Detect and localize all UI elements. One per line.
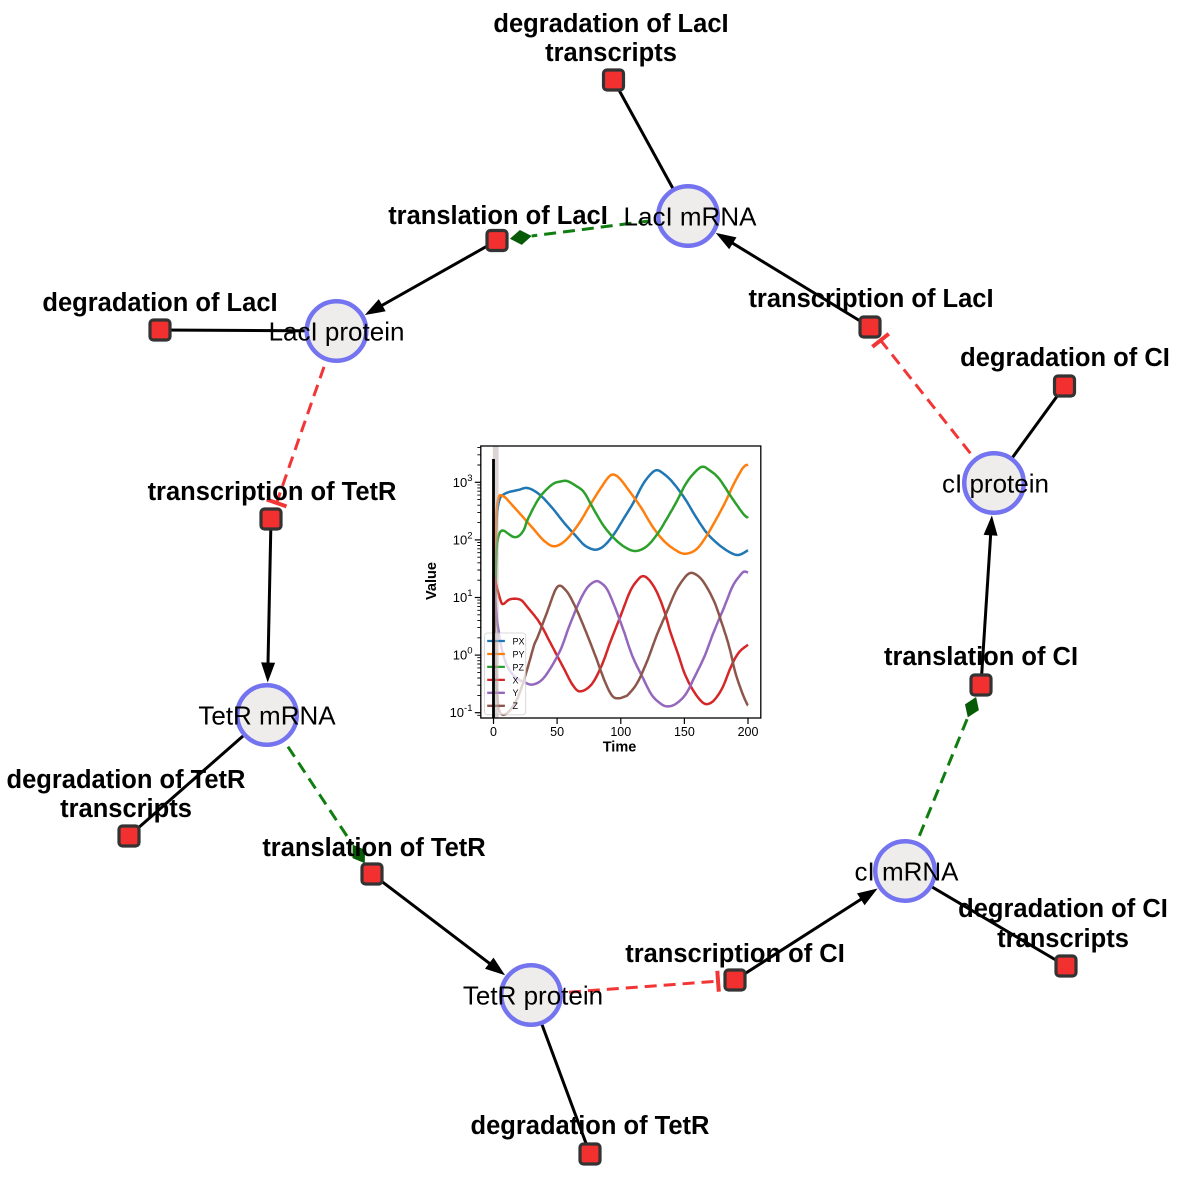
svg-text:Time: Time [603, 740, 637, 756]
svg-text:103: 103 [453, 473, 473, 490]
svg-text:200: 200 [738, 725, 759, 739]
svg-text:101: 101 [453, 588, 473, 605]
svg-text:transcripts: transcripts [997, 925, 1129, 953]
svg-text:transcription of CI: transcription of CI [625, 940, 845, 968]
svg-text:150: 150 [674, 725, 695, 739]
svg-text:PX: PX [513, 636, 525, 646]
svg-text:100: 100 [610, 725, 631, 739]
svg-text:degradation of CI: degradation of CI [958, 895, 1168, 923]
svg-text:transcription of LacI: transcription of LacI [748, 285, 993, 313]
svg-text:translation of TetR: translation of TetR [262, 834, 485, 862]
svg-text:100: 100 [453, 646, 473, 663]
svg-text:LacI protein: LacI protein [269, 317, 405, 347]
svg-text:Y: Y [513, 688, 519, 698]
svg-text:50: 50 [550, 725, 564, 739]
svg-text:degradation of LacI: degradation of LacI [42, 289, 277, 317]
svg-text:Z: Z [513, 701, 519, 711]
svg-text:transcripts: transcripts [545, 39, 677, 67]
svg-text:10-1: 10-1 [450, 703, 473, 720]
svg-text:X: X [513, 675, 519, 685]
svg-text:PZ: PZ [513, 662, 525, 672]
svg-text:cI protein: cI protein [942, 469, 1049, 499]
svg-text:degradation of TetR: degradation of TetR [471, 1112, 710, 1140]
svg-text:degradation of TetR: degradation of TetR [7, 766, 246, 794]
svg-text:0: 0 [490, 725, 497, 739]
svg-text:transcription of TetR: transcription of TetR [148, 478, 397, 506]
svg-text:translation of LacI: translation of LacI [388, 202, 608, 230]
svg-text:transcripts: transcripts [60, 795, 192, 823]
svg-text:102: 102 [453, 530, 473, 547]
svg-text:Value: Value [424, 562, 440, 600]
svg-text:degradation of LacI: degradation of LacI [493, 10, 728, 38]
svg-text:PY: PY [513, 649, 525, 659]
svg-text:degradation of CI: degradation of CI [960, 344, 1170, 372]
svg-text:TetR mRNA: TetR mRNA [198, 701, 336, 731]
svg-text:LacI mRNA: LacI mRNA [624, 202, 758, 232]
svg-text:translation of CI: translation of CI [884, 643, 1078, 671]
svg-text:cI mRNA: cI mRNA [855, 857, 960, 887]
svg-text:TetR protein: TetR protein [463, 981, 603, 1011]
